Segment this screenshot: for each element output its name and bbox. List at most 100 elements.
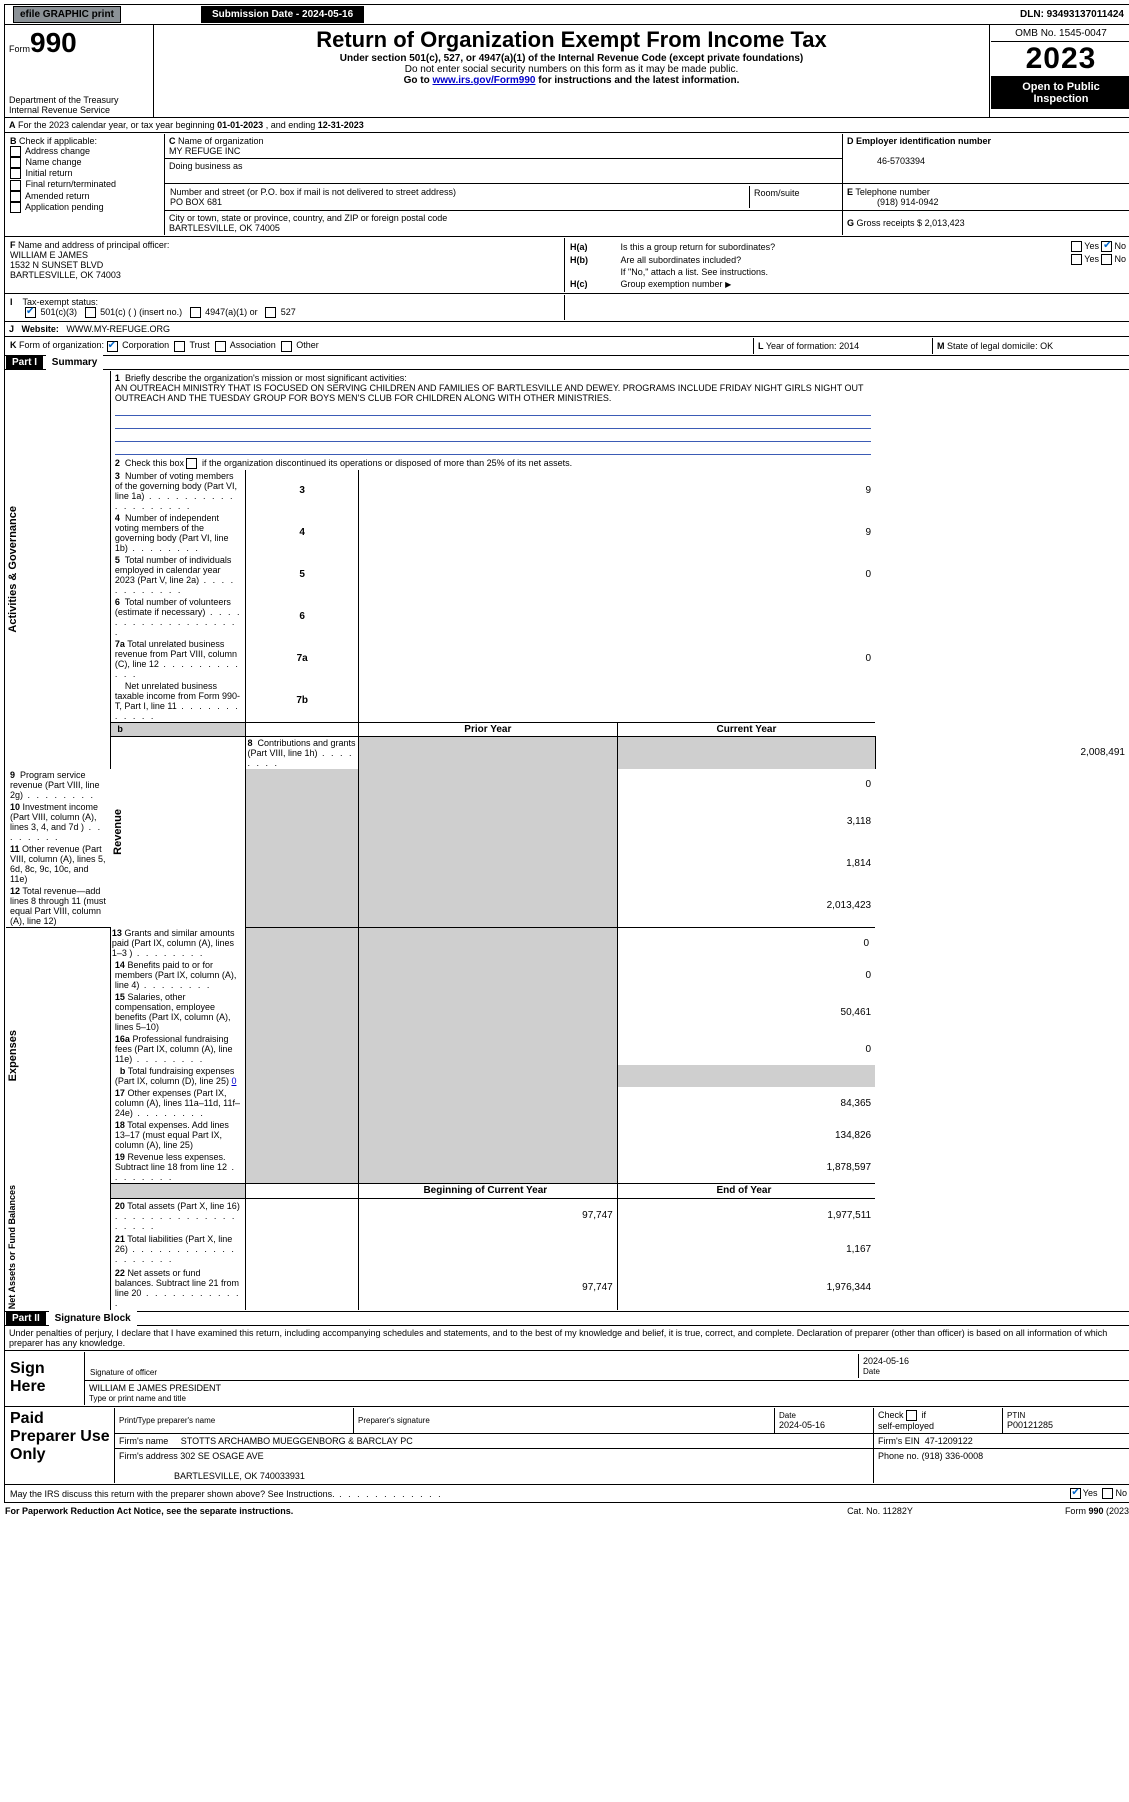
- pra-notice: For Paperwork Reduction Act Notice, see …: [5, 1506, 293, 1516]
- 501c-cb[interactable]: [85, 307, 96, 318]
- subtitle1: Under section 501(c), 527, or 4947(a)(1)…: [158, 53, 985, 64]
- cy19: 1,878,597: [617, 1151, 875, 1184]
- section-e: E Telephone number (918) 914-0942: [843, 184, 1129, 211]
- part2-title: Signature Block: [49, 1311, 137, 1326]
- app-pending-cb[interactable]: [10, 202, 21, 213]
- hb-yes-cb[interactable]: [1071, 254, 1082, 265]
- cy10: 3,118: [617, 801, 875, 843]
- cy17: 84,365: [617, 1087, 875, 1119]
- v5: 0: [358, 554, 875, 596]
- form990-link[interactable]: www.irs.gov/Form990: [432, 75, 535, 86]
- part1-title: Summary: [46, 355, 104, 370]
- cy9: 0: [617, 769, 875, 801]
- subtitle2: Do not enter social security numbers on …: [158, 64, 985, 75]
- tax-year: 2023: [991, 42, 1129, 77]
- side-na: Net Assets or Fund Balances: [7, 1185, 17, 1309]
- section-c-name: C Name of organization MY REFUGE INC: [165, 134, 843, 159]
- side-exp: Expenses: [7, 1030, 19, 1081]
- side-ag: Activities & Governance: [7, 506, 19, 633]
- line1: 1 Briefly describe the organization's mi…: [110, 371, 875, 457]
- irs: Internal Revenue Service: [9, 105, 149, 115]
- subtitle3: Go to www.irs.gov/Form990 for instructio…: [158, 75, 985, 86]
- section-c-street: Number and street (or P.O. box if mail i…: [165, 184, 843, 211]
- discuss-no-cb[interactable]: [1102, 1488, 1113, 1499]
- cy15: 50,461: [617, 991, 875, 1033]
- other-cb[interactable]: [281, 341, 292, 352]
- cy14: 0: [617, 959, 875, 991]
- e20: 1,977,511: [617, 1198, 875, 1232]
- bocy-hdr: Beginning of Current Year: [358, 1184, 617, 1199]
- cy16a: 0: [617, 1033, 875, 1065]
- v4: 9: [358, 512, 875, 554]
- line2: 2 Check this box if the organization dis…: [110, 457, 875, 470]
- section-g: G Gross receipts $ 2,013,423: [843, 211, 1129, 236]
- officer-name: WILLIAM E JAMES PRESIDENT: [89, 1383, 221, 1393]
- line2-cb[interactable]: [186, 458, 197, 469]
- py-hdr: Prior Year: [358, 722, 617, 736]
- cy12: 2,013,423: [617, 885, 875, 928]
- 527-cb[interactable]: [265, 307, 276, 318]
- v3: 9: [358, 470, 875, 512]
- cat-no: Cat. No. 11282Y: [779, 1505, 981, 1517]
- ha-no-cb[interactable]: [1101, 241, 1112, 252]
- section-c-city: City or town, state or province, country…: [165, 211, 843, 236]
- hb-no-cb[interactable]: [1101, 254, 1112, 265]
- dln: DLN: 93493137011424: [528, 7, 1128, 22]
- perjury: Under penalties of perjury, I declare th…: [5, 1325, 1129, 1350]
- cy8: 2,008,491: [875, 736, 1129, 769]
- section-d: D Employer identification number 46-5703…: [843, 134, 1129, 184]
- sign-here: Sign Here: [10, 1360, 80, 1396]
- e22: 1,976,344: [617, 1266, 875, 1310]
- b21: [358, 1232, 617, 1266]
- cy-hdr: Current Year: [617, 722, 875, 736]
- name-change-cb[interactable]: [10, 157, 21, 168]
- e21: 1,167: [617, 1232, 875, 1266]
- 501c3-cb[interactable]: [25, 307, 36, 318]
- efile-btn[interactable]: efile GRAPHIC print: [13, 6, 121, 23]
- open-public: Open to Public Inspection: [991, 77, 1129, 109]
- section-c-dba: Doing business as: [165, 159, 843, 184]
- final-return-cb[interactable]: [10, 180, 21, 191]
- b20: 97,747: [358, 1198, 617, 1232]
- self-emp-cb[interactable]: [906, 1410, 917, 1421]
- assoc-cb[interactable]: [215, 341, 226, 352]
- discuss-yes-cb[interactable]: [1070, 1488, 1081, 1499]
- form-footer: Form 990 (2023): [981, 1505, 1129, 1517]
- ha-yes-cb[interactable]: [1071, 241, 1082, 252]
- addr-change-cb[interactable]: [10, 146, 21, 157]
- section-m: M State of legal domicile: OK: [933, 338, 1129, 353]
- section-b: B Check if applicable: Address change Na…: [6, 134, 165, 235]
- side-rev: Revenue: [112, 809, 124, 855]
- dept-treasury: Department of the Treasury: [9, 95, 149, 105]
- 4947-cb[interactable]: [190, 307, 201, 318]
- cy11: 1,814: [617, 843, 875, 885]
- form-container: efile GRAPHIC print Submission Date - 20…: [4, 4, 1129, 1503]
- cy13: 0: [617, 927, 875, 959]
- l16b-link[interactable]: 0: [231, 1076, 236, 1086]
- submission-date-btn[interactable]: Submission Date - 2024-05-16: [201, 6, 364, 23]
- v7a: 0: [358, 638, 875, 680]
- section-l: L Year of formation: 2014: [754, 338, 933, 353]
- initial-return-cb[interactable]: [10, 168, 21, 179]
- line-a: A For the 2023 calendar year, or tax yea…: [5, 118, 1129, 133]
- trust-cb[interactable]: [174, 341, 185, 352]
- paid-prep: Paid Preparer Use Only: [10, 1410, 110, 1464]
- b22: 97,747: [358, 1266, 617, 1310]
- topbar: efile GRAPHIC print Submission Date - 20…: [5, 5, 1129, 25]
- corp-cb[interactable]: [107, 341, 118, 352]
- cy18: 134,826: [617, 1119, 875, 1151]
- v6: [358, 596, 875, 638]
- section-j: J Website: WWW.MY-REFUGE.ORG: [5, 322, 1129, 337]
- section-h: H(a)Is this a group return for subordina…: [565, 238, 1129, 292]
- v7b: [358, 680, 875, 723]
- form-title: Return of Organization Exempt From Incom…: [158, 27, 985, 53]
- eoy-hdr: End of Year: [617, 1184, 875, 1199]
- form-number: Form990: [9, 27, 149, 59]
- part2-hdr: Part II: [6, 1311, 46, 1326]
- part1-hdr: Part I: [6, 355, 43, 370]
- omb: OMB No. 1545-0047: [991, 26, 1129, 42]
- discuss-row: May the IRS discuss this return with the…: [5, 1484, 1129, 1502]
- amended-cb[interactable]: [10, 191, 21, 202]
- section-k: K Form of organization: Corporation Trus…: [6, 338, 754, 353]
- section-f: F Name and address of principal officer:…: [6, 238, 565, 292]
